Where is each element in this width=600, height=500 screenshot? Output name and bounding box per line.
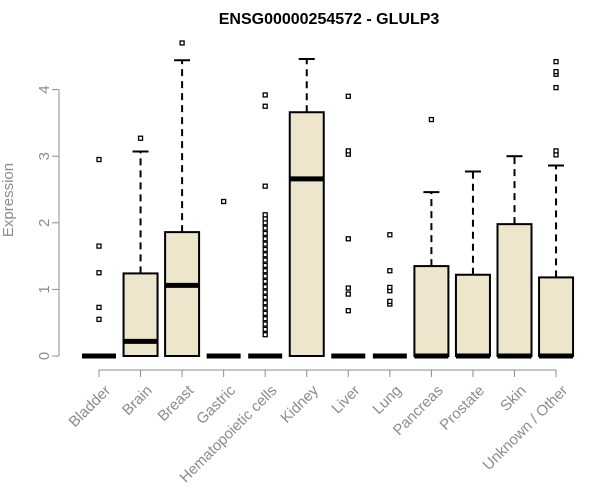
x-tick-label: Kidney: [277, 382, 322, 427]
outlier-point: [345, 308, 351, 314]
box: [454, 273, 491, 357]
outlier-point: [262, 284, 268, 290]
outlier-point: [262, 294, 268, 301]
outlier-point: [262, 316, 268, 322]
box-group: [496, 155, 533, 359]
x-tick-label: Lung: [369, 382, 405, 418]
x-tick-label: Brain: [119, 382, 156, 419]
box-group: [413, 116, 450, 359]
outlier-point: [262, 92, 268, 98]
y-tick-label: 2: [36, 219, 53, 227]
x-tick-label: Bladder: [66, 382, 115, 431]
y-axis-label: Expression: [0, 163, 17, 237]
box-group: [288, 57, 325, 357]
box-group: [248, 92, 283, 359]
box: [413, 265, 450, 357]
x-tick-label: Prostate: [437, 382, 489, 434]
outlier-point: [262, 305, 268, 311]
outlier-point: [428, 116, 435, 123]
box-group: [206, 198, 241, 359]
outlier-point: [387, 298, 393, 305]
outlier-point: [96, 316, 102, 323]
x-tick-label: Skin: [497, 382, 530, 415]
box-group: [164, 40, 201, 357]
box-group: [122, 135, 159, 357]
outlier-point: [262, 246, 268, 253]
y-tick-label: 0: [36, 352, 53, 360]
y-tick-label: 4: [36, 85, 53, 93]
box: [538, 276, 575, 357]
outlier-point: [262, 103, 268, 109]
outlier-point: [96, 156, 102, 163]
outlier-point: [345, 236, 351, 242]
y-tick-label: 3: [36, 152, 53, 160]
outlier-point: [96, 270, 102, 276]
outlier-point: [262, 183, 268, 189]
outlier-point: [262, 236, 268, 242]
outlier-point: [345, 285, 351, 291]
outlier-point: [262, 300, 268, 306]
outlier-point: [262, 212, 268, 218]
outlier-point: [387, 284, 393, 291]
box-group: [82, 156, 116, 359]
outlier-point: [262, 289, 268, 295]
outlier-point: [137, 135, 144, 141]
outlier-point: [387, 232, 393, 238]
outlier-point: [553, 148, 559, 154]
chart-title: ENSG00000254572 - GLULP3: [219, 11, 440, 28]
x-tick-label: Liver: [328, 382, 363, 417]
outlier-point: [262, 257, 268, 263]
box-group: [372, 232, 407, 359]
outlier-point: [262, 332, 268, 338]
box: [288, 111, 325, 357]
outlier-point: [220, 198, 227, 205]
box-group: [331, 93, 366, 359]
outlier-point: [345, 291, 351, 297]
outlier-point: [262, 278, 268, 285]
outlier-point: [262, 273, 268, 279]
outlier-point: [553, 58, 559, 65]
outlier-point: [262, 262, 268, 269]
outlier-point: [262, 252, 268, 258]
box-group: [454, 170, 491, 359]
outlier-point: [262, 310, 268, 317]
box-group: [538, 58, 575, 359]
outlier-point: [387, 268, 393, 274]
outlier-point: [345, 93, 351, 99]
outlier-point: [179, 40, 185, 46]
outlier-point: [262, 326, 268, 333]
x-tick-label: Breast: [155, 382, 198, 425]
outlier-point: [262, 225, 268, 231]
box: [164, 231, 201, 357]
outlier-point: [553, 68, 559, 75]
outlier-point: [262, 268, 268, 274]
y-axis: 0 1 2 3 4: [36, 85, 60, 360]
outlier-point: [553, 84, 559, 91]
boxes: [82, 40, 575, 359]
outlier-point: [96, 243, 102, 249]
y-tick-label: 1: [36, 285, 53, 293]
box: [496, 223, 533, 357]
outlier-point: [96, 304, 102, 311]
outlier-point: [262, 321, 268, 327]
outlier-point: [262, 230, 268, 237]
outlier-point: [262, 241, 268, 247]
outlier-point: [345, 148, 351, 154]
